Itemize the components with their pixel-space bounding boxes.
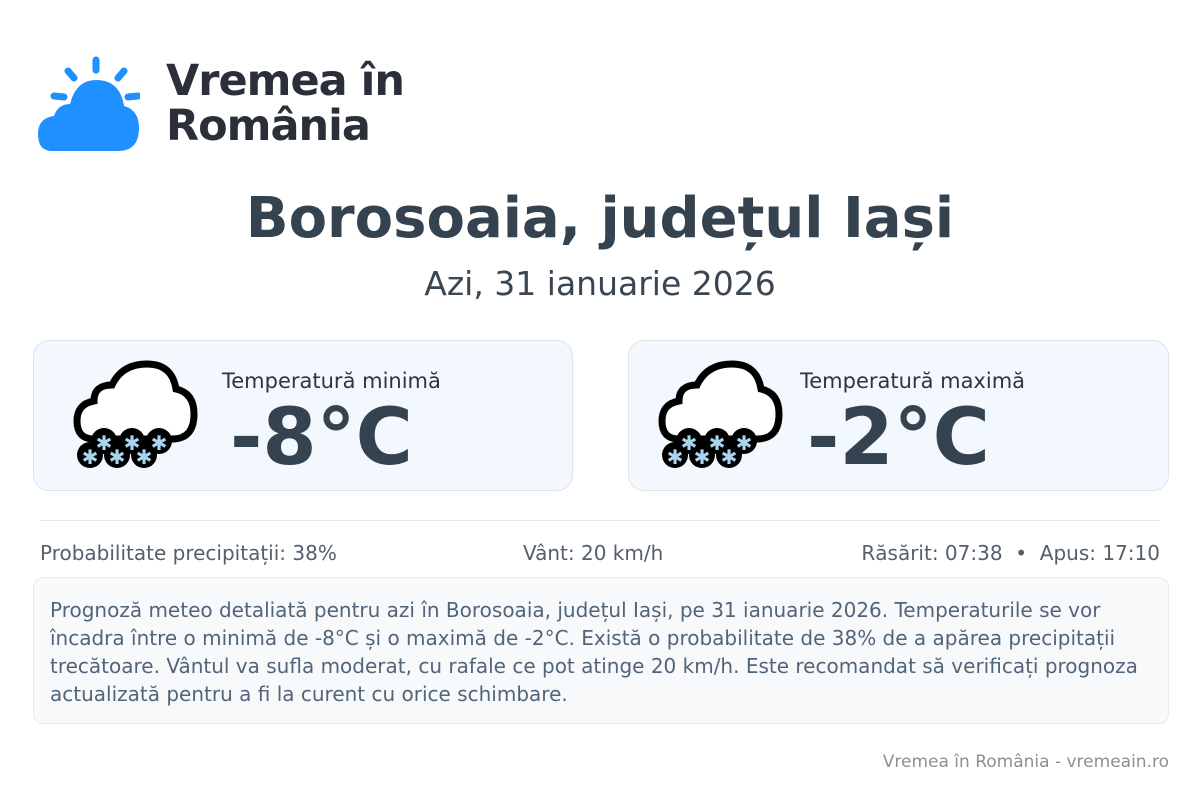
svg-text:✱: ✱ <box>96 431 113 455</box>
page-title: Borosoaia, județul Iași <box>245 186 955 251</box>
max-temp-card: ✱ ✱ ✱ ✱ ✱ ✱ Temperatură maximă -2°C <box>628 340 1169 491</box>
max-temp-value: -2°C <box>807 393 990 483</box>
logo-line-2: România <box>166 101 371 151</box>
date-subtitle: Azi, 31 ianuarie 2026 <box>424 264 776 303</box>
logo-line-1: Vremea în <box>166 56 405 106</box>
svg-text:✱: ✱ <box>109 445 126 469</box>
min-temp-label: Temperatură minimă <box>222 369 441 393</box>
sun-times-stat: Răsărit: 07:38 • Apus: 17:10 <box>861 541 1160 565</box>
svg-text:✱: ✱ <box>736 431 753 455</box>
svg-text:✱: ✱ <box>82 445 99 469</box>
snow-cloud-icon: ✱ ✱ ✱✱ ✱ ✱ <box>73 360 198 469</box>
snow-cloud-icon: ✱ ✱ ✱✱ ✱ ✱ <box>658 360 783 469</box>
wind-stat: Vânt: 20 km/h <box>523 541 664 565</box>
description-text: Prognoză meteo detaliată pentru azi în B… <box>50 598 1138 706</box>
logo-text: Vremea în România <box>166 56 405 151</box>
svg-text:✱: ✱ <box>667 445 684 469</box>
logo: Vremea în România <box>38 56 405 152</box>
svg-text:✱: ✱ <box>721 445 738 469</box>
divider <box>40 520 1160 521</box>
svg-text:✱: ✱ <box>136 445 153 469</box>
footer-credit: Vremea în România - vremeain.ro <box>882 752 1169 772</box>
precipitation-stat: Probabilitate precipitații: 38% <box>40 541 337 565</box>
min-temp-card: ✱ ✱ ✱ ✱ ✱ ✱ Temperatură minimă -8°C <box>33 340 573 491</box>
sun-cloud-icon <box>38 56 140 151</box>
svg-text:✱: ✱ <box>709 431 726 455</box>
svg-text:✱: ✱ <box>694 445 711 469</box>
svg-text:✱: ✱ <box>681 431 698 455</box>
forecast-description: Prognoză meteo detaliată pentru azi în B… <box>33 577 1169 724</box>
svg-text:✱: ✱ <box>151 431 168 455</box>
max-temp-label: Temperatură maximă <box>800 369 1026 393</box>
min-temp-value: -8°C <box>230 393 413 483</box>
svg-text:✱: ✱ <box>124 431 141 455</box>
